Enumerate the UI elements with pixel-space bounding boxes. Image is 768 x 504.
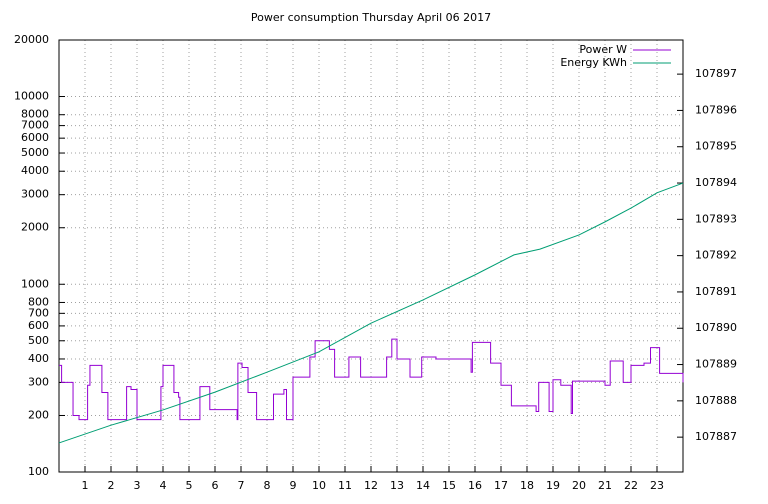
x-tick-label: 15 xyxy=(442,479,456,492)
y2-tick-label: 107897 xyxy=(695,67,737,80)
x-tick-label: 2 xyxy=(108,479,115,492)
x-tick-label: 18 xyxy=(520,479,534,492)
y2-tick-label: 107893 xyxy=(695,212,737,225)
y-tick-label: 400 xyxy=(28,352,49,365)
x-tick-label: 14 xyxy=(416,479,430,492)
y2-tick-label: 107887 xyxy=(695,430,737,443)
y-tick-label: 20000 xyxy=(14,33,49,46)
x-tick-label: 17 xyxy=(494,479,508,492)
x-tick-label: 8 xyxy=(264,479,271,492)
y2-tick-label: 107891 xyxy=(695,285,737,298)
x-tick-label: 5 xyxy=(186,479,193,492)
y-tick-label: 700 xyxy=(28,306,49,319)
y-tick-label: 10000 xyxy=(14,90,49,103)
chart-title: Power consumption Thursday April 06 2017 xyxy=(251,11,491,24)
x-tick-label: 23 xyxy=(650,479,664,492)
y-tick-label: 500 xyxy=(28,334,49,347)
y-tick-label: 200 xyxy=(28,408,49,421)
y2-tick-label: 107888 xyxy=(695,394,737,407)
y-tick-label: 300 xyxy=(28,375,49,388)
x-tick-label: 12 xyxy=(364,479,378,492)
x-tick-label: 19 xyxy=(546,479,560,492)
x-tick-label: 20 xyxy=(572,479,586,492)
x-tick-label: 11 xyxy=(338,479,352,492)
y-tick-label: 8000 xyxy=(21,108,49,121)
y-tick-label: 100 xyxy=(28,465,49,478)
y2-tick-label: 107892 xyxy=(695,249,737,262)
plot-frame xyxy=(58,39,684,473)
y2-tick-label: 107890 xyxy=(695,321,737,334)
y-tick-label: 7000 xyxy=(21,119,49,132)
series-line xyxy=(59,338,684,421)
x-tick-label: 1 xyxy=(82,479,89,492)
y-tick-label: 1000 xyxy=(21,277,49,290)
y2-tick-label: 107894 xyxy=(695,176,737,189)
x-tick-label: 16 xyxy=(468,479,482,492)
x-tick-label: 22 xyxy=(624,479,638,492)
y-tick-label: 600 xyxy=(28,319,49,332)
legend-label: Power W xyxy=(579,43,627,56)
y-tick-label: 2000 xyxy=(21,221,49,234)
series-line xyxy=(58,182,684,444)
x-tick-label: 9 xyxy=(290,479,297,492)
x-tick-label: 10 xyxy=(312,479,326,492)
y-tick-label: 5000 xyxy=(21,146,49,159)
y-tick-label: 3000 xyxy=(21,188,49,201)
y-tick-label: 4000 xyxy=(21,164,49,177)
x-tick-label: 6 xyxy=(212,479,219,492)
x-tick-label: 4 xyxy=(160,479,167,492)
legend-label: Energy KWh xyxy=(560,56,627,69)
y-tick-label: 800 xyxy=(28,295,49,308)
x-tick-label: 3 xyxy=(134,479,141,492)
x-tick-label: 7 xyxy=(238,479,245,492)
y2-tick-label: 107889 xyxy=(695,358,737,371)
x-tick-label: 21 xyxy=(598,479,612,492)
x-tick-label: 13 xyxy=(390,479,404,492)
y2-tick-label: 107896 xyxy=(695,103,737,116)
y-tick-label: 6000 xyxy=(21,131,49,144)
y2-tick-label: 107895 xyxy=(695,140,737,153)
